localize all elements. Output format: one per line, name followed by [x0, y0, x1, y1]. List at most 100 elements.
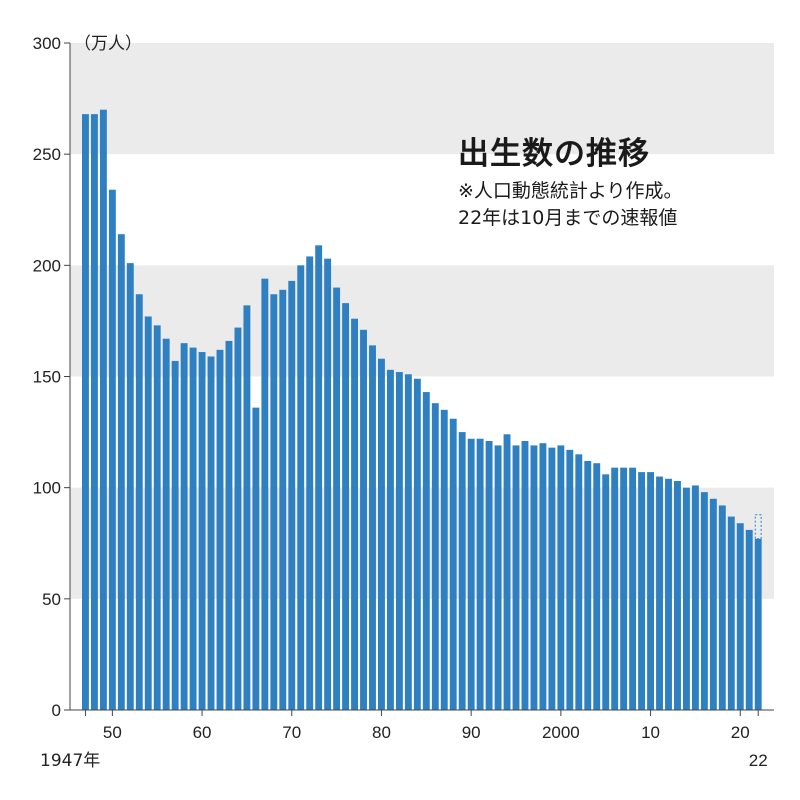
bar-2013 — [674, 480, 681, 710]
bar-1964 — [234, 327, 242, 710]
bar-1997 — [530, 445, 538, 710]
y-tick-label-50: 50 — [42, 590, 61, 609]
bar-1978 — [360, 329, 367, 710]
bar-1994 — [503, 434, 511, 710]
chart-title: 出生数の推移 — [458, 136, 650, 172]
bar-2012 — [665, 478, 672, 710]
bar-1990 — [467, 438, 475, 710]
y-tick-label-250: 250 — [33, 145, 61, 164]
bar-2022-projection-outline — [754, 514, 762, 540]
bar-2009 — [638, 472, 646, 710]
bar-2014 — [682, 487, 690, 710]
y-tick-label-0: 0 — [52, 701, 61, 720]
bar-1948 — [90, 114, 98, 710]
bar-2002 — [575, 454, 583, 710]
bar-1979 — [369, 345, 376, 710]
bar-1980 — [378, 358, 385, 710]
bar-1963 — [225, 340, 233, 710]
bar-1977 — [351, 318, 358, 710]
bar-1984 — [413, 378, 421, 710]
bar-2015 — [691, 485, 699, 710]
y-axis-unit-label: （万人） — [74, 34, 142, 54]
bar-1995 — [512, 445, 520, 710]
bar-1950 — [108, 189, 116, 711]
x-tick-label-1960: 60 — [193, 723, 212, 742]
bar-1968 — [270, 294, 278, 710]
y-tick-label-200: 200 — [33, 256, 61, 275]
y-tick-label-300: 300 — [33, 34, 61, 53]
x-tick-label-1990: 90 — [462, 723, 481, 742]
bar-1999 — [548, 447, 556, 710]
bars-group — [82, 109, 762, 711]
bar-1975 — [333, 287, 341, 710]
bar-1957 — [171, 360, 179, 710]
bar-1949 — [99, 109, 107, 710]
bar-1972 — [306, 256, 314, 710]
bar-1986 — [431, 403, 439, 710]
title-block: 出生数の推移 ※人口動態統計より作成。 22年は10月までの速報値 — [458, 136, 683, 232]
bar-2011 — [656, 476, 663, 710]
bar-2020 — [736, 523, 744, 710]
band-150-200 — [70, 265, 774, 377]
y-tick-label-150: 150 — [33, 368, 61, 387]
bar-1996 — [521, 440, 529, 710]
x-tick-label-1970: 70 — [282, 723, 301, 742]
bar-1983 — [404, 374, 412, 710]
bar-2021 — [745, 529, 753, 710]
bar-1981 — [386, 369, 394, 710]
bar-1969 — [279, 289, 287, 710]
bar-1989 — [458, 432, 466, 710]
bar-1952 — [126, 263, 134, 710]
bar-1985 — [422, 392, 430, 710]
bar-1956 — [162, 338, 170, 710]
x-tick-label-2020: 20 — [731, 723, 750, 742]
x-tick-label-1980: 80 — [372, 723, 391, 742]
bar-2016 — [700, 492, 708, 710]
bar-1967 — [261, 278, 269, 710]
bar-1987 — [440, 409, 448, 710]
bar-1988 — [449, 418, 457, 710]
bar-1966 — [252, 407, 260, 710]
chart-note-source: ※人口動態統計より作成。 — [458, 180, 683, 202]
bar-1947 — [82, 114, 89, 710]
bar-1974 — [324, 258, 332, 710]
bar-1953 — [135, 294, 143, 710]
y-tick-label-100: 100 — [33, 479, 61, 498]
x-tick-label-1950: 50 — [103, 723, 122, 742]
bar-2019 — [727, 516, 735, 710]
bar-2017 — [709, 498, 717, 710]
bar-1998 — [539, 443, 547, 710]
bar-1973 — [315, 245, 323, 710]
band-250-300 — [70, 43, 774, 155]
bar-1971 — [297, 265, 305, 710]
bar-1960 — [198, 352, 206, 710]
x-tick-label-2022: 22 — [749, 751, 768, 770]
x-tick-label-1947: 1947年 — [40, 751, 100, 771]
bar-1982 — [395, 372, 403, 710]
bar-1965 — [243, 305, 251, 710]
bar-1959 — [189, 347, 197, 710]
bar-2010 — [647, 472, 655, 710]
x-tick-label-2010: 10 — [641, 723, 660, 742]
bar-1962 — [216, 349, 224, 710]
bar-2001 — [566, 449, 574, 710]
bar-1992 — [485, 440, 493, 710]
bar-2004 — [593, 463, 601, 710]
bar-1991 — [476, 438, 484, 710]
bar-1976 — [342, 303, 350, 710]
bar-1970 — [288, 280, 296, 710]
bar-2005 — [602, 474, 610, 710]
bar-2003 — [584, 460, 592, 710]
bar-2007 — [620, 467, 628, 710]
x-tick-label-2000: 2000 — [542, 723, 580, 742]
bar-1958 — [180, 343, 188, 710]
bar-1951 — [117, 234, 125, 710]
bar-2022 — [754, 538, 762, 710]
bar-2006 — [611, 467, 619, 710]
bar-2008 — [629, 467, 637, 710]
chart-note-partial: 22年は10月までの速報値 — [458, 207, 678, 229]
bar-1954 — [144, 316, 152, 710]
bar-1961 — [207, 356, 215, 710]
